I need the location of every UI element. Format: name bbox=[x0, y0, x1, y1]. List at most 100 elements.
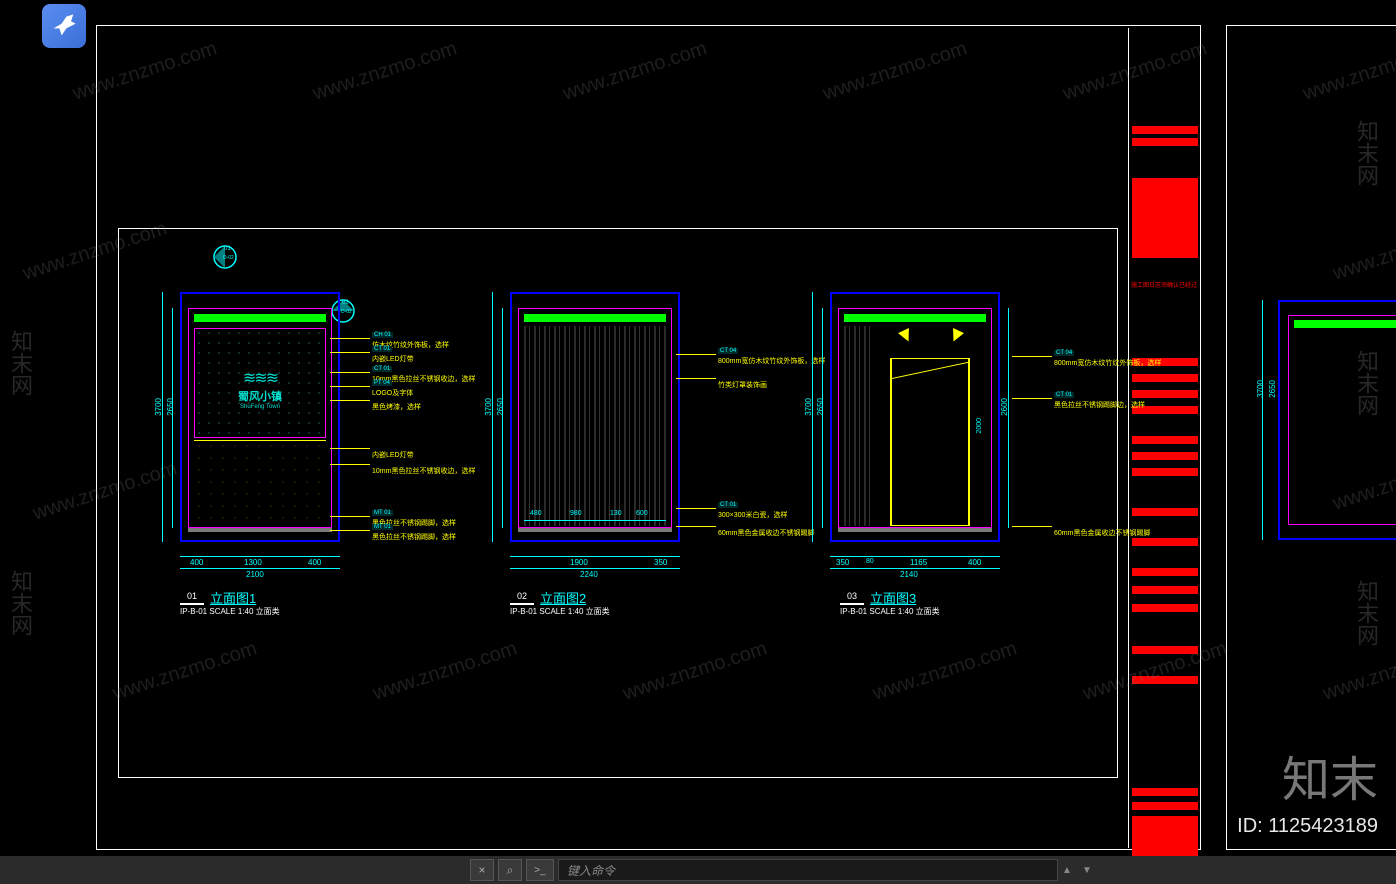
elev2-dimline-l2 bbox=[502, 308, 503, 528]
leader-text: 竹类灯罩装饰画 bbox=[718, 380, 767, 390]
cmd-search-button[interactable]: ⌕ bbox=[498, 859, 522, 881]
titleblock-row bbox=[1132, 816, 1198, 824]
sheet2-ceiling bbox=[1294, 320, 1396, 328]
section-marker-1-label: 01 bbox=[224, 246, 231, 252]
elev1-dim-h-total: 3700 bbox=[154, 398, 163, 416]
elev1-dimline-l2 bbox=[172, 308, 173, 528]
elev2-title: 立面图2 bbox=[540, 588, 586, 607]
sheet2-elev-inner bbox=[1288, 315, 1396, 525]
elev3-scale: SCALE 1:40 立面类 bbox=[869, 607, 939, 616]
elev3-dim-total-w: 2140 bbox=[900, 570, 918, 579]
elev1-code-scale: IP-B-01 SCALE 1:40 立面类 bbox=[180, 606, 280, 617]
brand-watermark: 知末 bbox=[1282, 740, 1378, 810]
elev2-db1: 350 bbox=[654, 558, 667, 567]
elev1-scale: SCALE 1:40 立面类 bbox=[209, 607, 279, 616]
elev2-dimline-b1 bbox=[510, 556, 680, 557]
leader-tag: CH 01 bbox=[372, 332, 393, 338]
elev3-dim-h-total: 3700 bbox=[804, 398, 813, 416]
elev2-di2: 130 bbox=[610, 510, 622, 517]
title-block bbox=[1128, 28, 1200, 848]
leader-line bbox=[676, 378, 716, 379]
elev2-code: IP-B-01 bbox=[510, 607, 537, 616]
elev1-code: IP-B-01 bbox=[180, 607, 207, 616]
cmd-close-button[interactable]: × bbox=[470, 859, 494, 881]
leader-tag: MT 01 bbox=[372, 510, 393, 516]
leader-text: 内嵌LED灯带 bbox=[372, 450, 414, 460]
elev3-db1: 80 bbox=[866, 558, 874, 565]
cad-canvas[interactable]: 施工图日志须确认已经过 3700 2650 01 D-02 02 D-02 ≋≋… bbox=[0, 0, 1396, 850]
elev2-di3: 600 bbox=[636, 510, 648, 517]
leader-text: 黑色拉丝不锈钢踢脚，选样 bbox=[372, 532, 456, 542]
elev2-floor bbox=[518, 528, 672, 532]
logo-icon: ≋≋≋ bbox=[220, 368, 300, 388]
elev2-dim-total-w: 2240 bbox=[580, 570, 598, 579]
titleblock-row bbox=[1132, 676, 1198, 684]
titleblock-row bbox=[1132, 242, 1198, 250]
elevation-3: 2000 3700 2600 2650 350 80 1165 400 2140… bbox=[800, 268, 1100, 628]
command-input[interactable]: 键入命令 bbox=[558, 859, 1058, 881]
leader-text: 黑色烤漆，选样 bbox=[372, 402, 421, 412]
leader-line bbox=[330, 400, 370, 401]
elev2-dim-h-total: 3700 bbox=[484, 398, 493, 416]
leader-text: 内嵌LED灯带 bbox=[372, 354, 414, 364]
command-bar: × ⌕ >_ 键入命令 ▲ ▼ bbox=[0, 856, 1396, 884]
cmd-history-up[interactable]: ▲ bbox=[1062, 865, 1078, 876]
titleblock-row bbox=[1132, 646, 1198, 654]
leader-line bbox=[330, 516, 370, 517]
elev3-code: IP-B-01 bbox=[840, 607, 867, 616]
leader-line bbox=[330, 386, 370, 387]
elev1-dim-b2: 400 bbox=[308, 558, 321, 567]
sheet2-dim-h2: 2650 bbox=[1268, 380, 1277, 398]
elev2-dimline-b2 bbox=[510, 568, 680, 569]
cmd-history-down[interactable]: ▼ bbox=[1082, 865, 1098, 876]
elev1-title: 立面图1 bbox=[210, 588, 256, 607]
titleblock-row bbox=[1132, 374, 1198, 382]
section-marker-1: 01 D-02 bbox=[212, 244, 238, 270]
titleblock-row bbox=[1132, 210, 1198, 218]
titleblock-row bbox=[1132, 178, 1198, 186]
leader-line bbox=[330, 464, 370, 465]
leader-line bbox=[330, 530, 370, 531]
leader-line bbox=[1012, 356, 1052, 357]
elev1-lower-panel bbox=[194, 440, 326, 526]
command-placeholder: 键入命令 bbox=[567, 862, 615, 879]
elev1-floor bbox=[188, 528, 332, 532]
sheet2-dimline bbox=[1262, 300, 1263, 540]
elevation-1: 01 D-02 02 D-02 ≋≋≋ 蜀风小镇 ShuFeng Town 37… bbox=[150, 268, 410, 628]
elev3-dimline-r bbox=[1008, 308, 1009, 528]
app-icon[interactable] bbox=[42, 4, 86, 48]
leader-tag: MT 01 bbox=[372, 524, 393, 530]
elev1-dim-b0: 400 bbox=[190, 558, 203, 567]
elev3-dimline-l2 bbox=[822, 308, 823, 528]
elev1-logo: ≋≋≋ 蜀风小镇 ShuFeng Town bbox=[220, 368, 300, 410]
elev2-di0: 480 bbox=[530, 510, 542, 517]
titleblock-row bbox=[1132, 832, 1198, 840]
elev3-dimline-b1 bbox=[830, 556, 1000, 557]
elev3-door bbox=[890, 358, 970, 526]
titleblock-row bbox=[1132, 802, 1198, 810]
titleblock-row bbox=[1132, 840, 1198, 848]
elev3-code-scale: IP-B-01 SCALE 1:40 立面类 bbox=[840, 606, 940, 617]
leader-tag: CT 01 bbox=[718, 502, 738, 508]
elev3-dim-h-r: 2600 bbox=[1000, 398, 1009, 416]
leader-line bbox=[1012, 398, 1052, 399]
section-marker-2-label: 02 bbox=[342, 300, 349, 306]
sheet2-dim-h: 3700 bbox=[1256, 380, 1265, 398]
leader-tag: CT 01 bbox=[372, 346, 392, 352]
elev2-dim-h-inner: 2650 bbox=[496, 398, 505, 416]
leader-line bbox=[676, 508, 716, 509]
leader-line bbox=[330, 372, 370, 373]
elevation-2: 3700 2650 480 980 130 600 1900 350 2240 … bbox=[480, 268, 760, 628]
titleblock-heading: 施工图日志须确认已经过 bbox=[1130, 280, 1198, 289]
elev3-db2: 1165 bbox=[910, 558, 927, 567]
titleblock-row bbox=[1132, 234, 1198, 242]
cmd-prompt-button[interactable]: >_ bbox=[526, 859, 554, 881]
titleblock-row bbox=[1132, 202, 1198, 210]
elev2-ceiling bbox=[524, 314, 666, 322]
watermark-zh: 知末网 bbox=[4, 330, 36, 396]
titleblock-row bbox=[1132, 604, 1198, 612]
leader-text: 60mm黑色金属收边不锈钢踢脚 bbox=[1054, 528, 1150, 538]
leader-line bbox=[330, 352, 370, 353]
leader-tag: CT 04 bbox=[1054, 350, 1074, 356]
section-marker-2-sub: D-02 bbox=[341, 309, 352, 315]
